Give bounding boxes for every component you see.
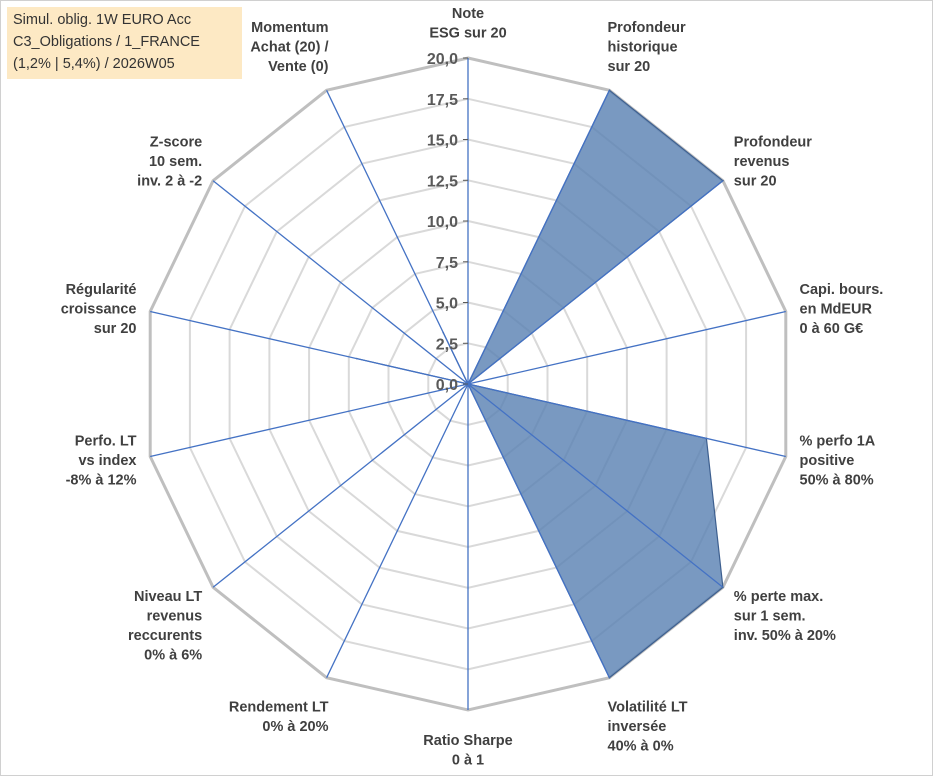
tick-label: 15,0: [427, 133, 458, 150]
tick-label: 5,0: [436, 296, 458, 313]
tick-label: 2,5: [436, 336, 458, 353]
axis-spoke: [326, 90, 469, 385]
tick-label: 12,5: [427, 173, 458, 190]
series-area: [356, 89, 724, 679]
axis-spoke: [150, 310, 469, 385]
axis-label: % perfo 1A positive 50% à 80%: [800, 433, 876, 488]
axis-labels: Note ESG sur 20 Profondeur historique sur 20…: [61, 6, 884, 769]
tick-label: 0,0: [436, 377, 458, 394]
axis-label: Z-score 10 sem. inv. 2 à -2: [137, 135, 202, 190]
axis-spoke: [467, 383, 786, 458]
axis-spoke: [212, 180, 469, 385]
axis-spoke: [467, 180, 724, 385]
tick-label: 20,0: [427, 51, 458, 68]
title-line-3: (1,2% | 5,4%) / 2026W05: [13, 56, 175, 72]
axis-spoke: [326, 383, 469, 678]
spokes: [150, 58, 786, 710]
axis-spoke: [150, 383, 469, 458]
axis-spoke: [467, 310, 786, 385]
axis-label: Régularité croissance sur 20: [61, 282, 137, 337]
radial-ticks: 0,0 2,5 5,0 7,5 10,0 12,5 15,0 17,5 20,0: [427, 51, 468, 394]
axis-label: Ratio Sharpe 0 à 1: [423, 733, 512, 769]
axis-label: Volatilité LT inversée 40% à 0%: [608, 699, 688, 754]
axis-spoke: [212, 383, 469, 588]
tick-label: 17,5: [427, 92, 458, 109]
chart-title-box: Simul. oblig. 1W EURO Acc C3_Obligations…: [7, 7, 242, 79]
title-line-2: C3_Obligations / 1_FRANCE: [13, 34, 200, 50]
axis-label: Profondeur revenus sur 20: [734, 135, 812, 190]
axis-spoke: [467, 90, 610, 385]
axis-label: % perte max. sur 1 sem. inv. 50% à 20%: [734, 589, 836, 644]
axis-label: Rendement LT 0% à 20%: [229, 699, 329, 735]
axis-label: Niveau LT revenus reccurents 0% à 6%: [128, 589, 202, 664]
axis-label: Momentum Achat (20) / Vente (0): [250, 20, 328, 75]
axis-spoke: [467, 383, 724, 588]
axis-spoke: [467, 383, 610, 678]
tick-label: 10,0: [427, 214, 458, 231]
axis-label: Note ESG sur 20: [429, 6, 506, 42]
axis-label: Capi. bours. en MdEUR 0 à 60 G€: [800, 282, 884, 337]
tick-label: 7,5: [436, 255, 458, 272]
axis-label: Perfo. LT vs index -8% à 12%: [66, 433, 137, 488]
axis-label: Profondeur historique sur 20: [608, 20, 686, 75]
title-line-1: Simul. oblig. 1W EURO Acc: [13, 12, 192, 28]
series-layer: [356, 89, 724, 679]
